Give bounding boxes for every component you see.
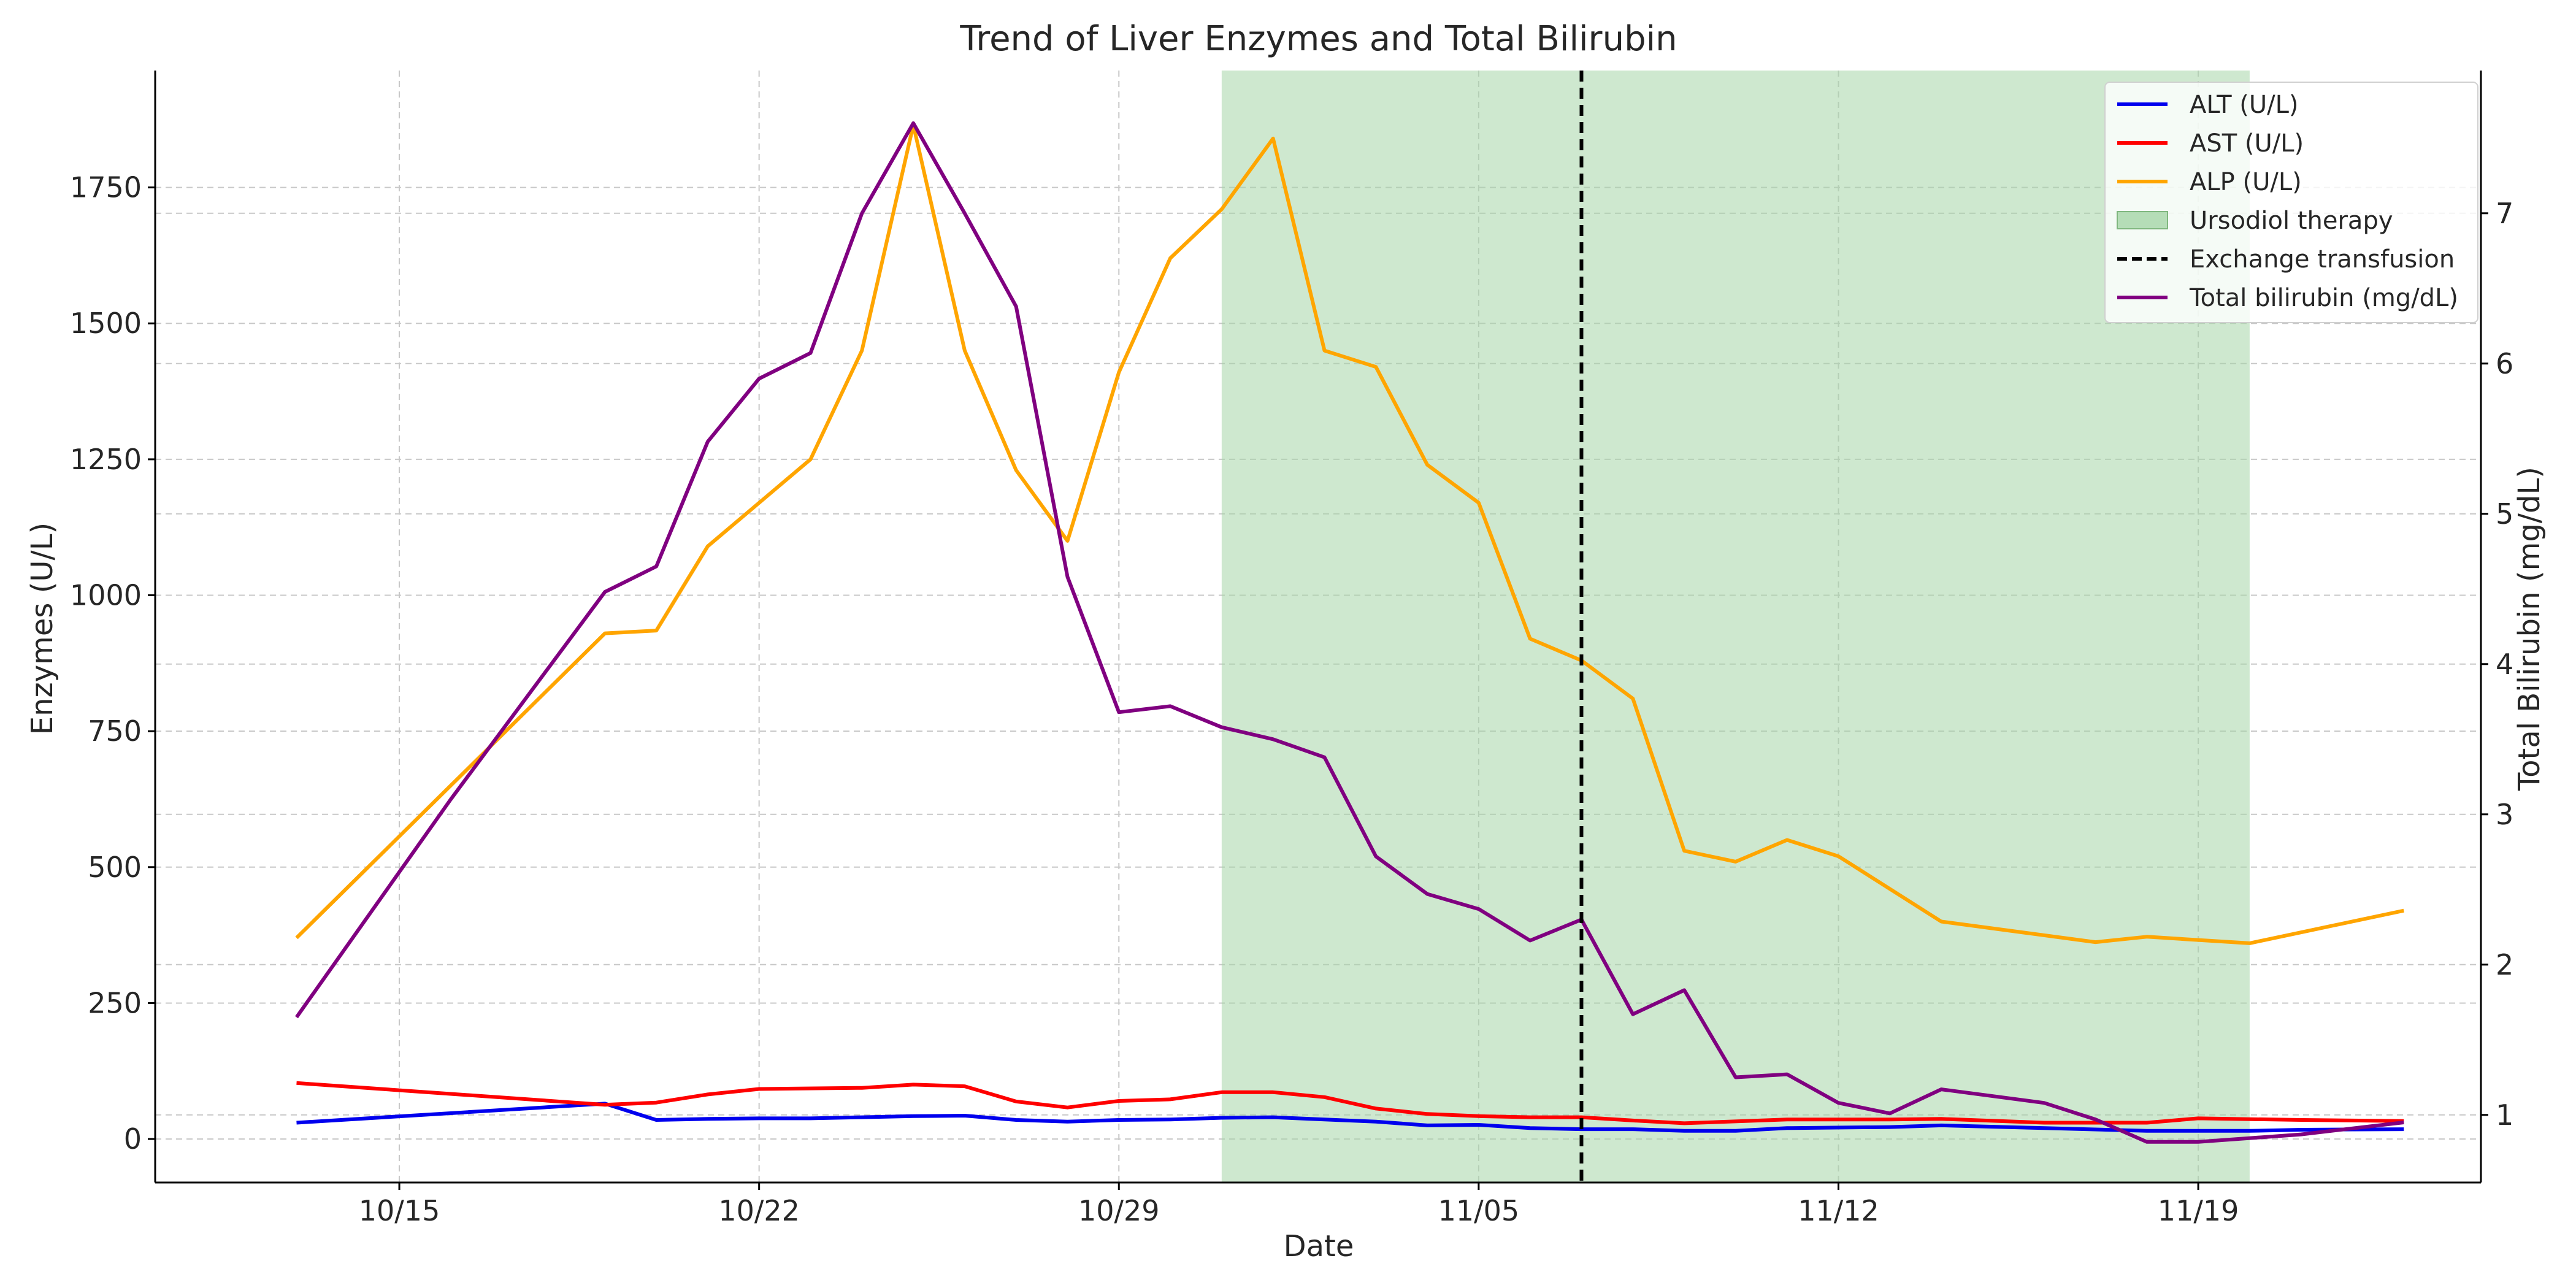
series-line-alt [296,1102,2404,1133]
y-tick-label-right: 7 [2496,197,2513,230]
y-tick-label-right: 3 [2496,798,2513,831]
series-line-alp [295,123,2404,945]
y-tick-label-right: 2 [2496,948,2513,981]
legend-label: Exchange transfusion [2190,245,2455,274]
x-tick-label: 10/15 [359,1194,440,1227]
x-tick-label: 10/22 [718,1194,800,1227]
x-tick-label: 11/05 [1438,1194,1520,1227]
shade-layer [1221,71,2250,1183]
legend-label: Total bilirubin (mg/dL) [2189,284,2458,312]
legend-label: ALT (U/L) [2190,91,2299,119]
legend-box [2104,82,2478,323]
legend: ALT (U/L) AST (U/L) ALP (U/L) Ursodiol ther… [2104,82,2478,323]
axis-layer: 10/15 10/22 10/29 11/05 11/12 11/19 0 250 500 750… [70,71,2513,1227]
series-line-ast [296,1081,2404,1125]
series-layer [295,71,2404,1183]
legend-handle-patch [2117,211,2168,229]
legend-label: Ursodiol therapy [2190,207,2393,235]
y-tick-label-left: 1250 [70,443,142,476]
x-tick-label: 11/12 [1798,1194,1879,1227]
x-axis-label: Date [1284,1229,1354,1263]
series-line-total [295,121,2404,1144]
y-tick-label-right: 1 [2496,1098,2513,1132]
y-tick-label-left: 250 [88,986,142,1019]
x-tick-label: 11/19 [2158,1194,2239,1227]
legend-label: ALP (U/L) [2190,168,2302,196]
y-tick-label-left: 1750 [70,171,142,204]
y-tick-label-left: 750 [88,715,142,748]
y-tick-label-left: 0 [124,1122,142,1156]
y-tick-label-left: 1000 [70,579,142,612]
y-tick-label-right: 5 [2496,497,2513,531]
x-tick-label: 10/29 [1078,1194,1160,1227]
y-tick-label-left: 500 [88,851,142,884]
y-tick-label-left: 1500 [70,307,142,340]
y-axis-label-left: Enzymes (U/L) [25,523,59,735]
legend-label: AST (U/L) [2190,129,2304,158]
y-tick-label-right: 4 [2496,648,2513,681]
y-tick-label-right: 6 [2496,347,2513,380]
ursodiol-therapy-region [1221,71,2250,1183]
chart-title: Trend of Liver Enzymes and Total Bilirub… [959,19,1677,59]
y-axis-label-right: Total Bilirubin (mg/dL) [2512,467,2547,791]
